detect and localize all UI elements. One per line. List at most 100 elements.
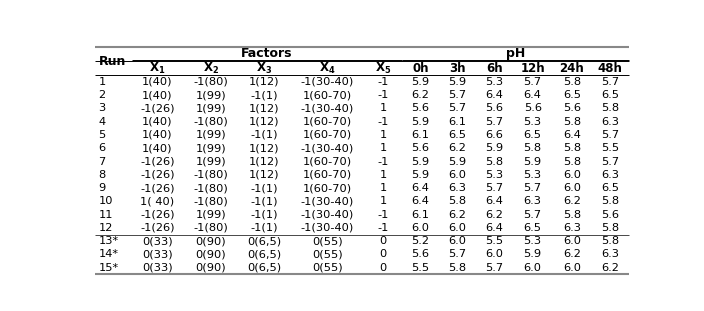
Text: 6: 6 [99, 143, 106, 153]
Text: 1(60-70): 1(60-70) [303, 170, 352, 180]
Text: 1(40): 1(40) [142, 90, 172, 100]
Text: -1: -1 [377, 223, 389, 233]
Text: 1: 1 [379, 183, 387, 193]
Text: 6.0: 6.0 [524, 263, 541, 273]
Text: 1(99): 1(99) [196, 130, 226, 140]
Text: -1(26): -1(26) [140, 183, 175, 193]
Text: 6.4: 6.4 [486, 223, 503, 233]
Text: 1: 1 [379, 143, 387, 153]
Text: 5.6: 5.6 [601, 210, 620, 220]
Text: -1(30-40): -1(30-40) [301, 77, 354, 87]
Text: 1(40): 1(40) [142, 77, 172, 87]
Text: 5.7: 5.7 [486, 117, 503, 127]
Text: 5.9: 5.9 [486, 143, 503, 153]
Text: 1(99): 1(99) [196, 90, 226, 100]
Text: 5.7: 5.7 [524, 183, 541, 193]
Text: 5.7: 5.7 [601, 77, 620, 87]
Text: 0(6,5): 0(6,5) [247, 249, 282, 259]
Text: 1(40): 1(40) [142, 130, 172, 140]
Text: -1(26): -1(26) [140, 156, 175, 166]
Text: 6.5: 6.5 [601, 183, 620, 193]
Text: 5.9: 5.9 [411, 117, 429, 127]
Text: 1(60-70): 1(60-70) [303, 183, 352, 193]
Text: 0(6,5): 0(6,5) [247, 263, 282, 273]
Text: 5.7: 5.7 [601, 130, 620, 140]
Text: 1: 1 [379, 170, 387, 180]
Text: 5.7: 5.7 [524, 77, 541, 87]
Text: 1(60-70): 1(60-70) [303, 117, 352, 127]
Text: -1(80): -1(80) [194, 196, 228, 207]
Text: 6.2: 6.2 [563, 249, 581, 259]
Text: 12h: 12h [520, 62, 545, 75]
Text: -1: -1 [377, 90, 389, 100]
Text: 6.0: 6.0 [448, 170, 467, 180]
Text: 1: 1 [99, 77, 106, 87]
Text: 5.9: 5.9 [524, 156, 541, 166]
Text: 12: 12 [99, 223, 113, 233]
Text: 6.1: 6.1 [411, 130, 429, 140]
Text: $\mathbf{X_3}$: $\mathbf{X_3}$ [256, 61, 272, 76]
Text: 3: 3 [99, 103, 106, 114]
Text: 8: 8 [99, 170, 106, 180]
Text: 1(12): 1(12) [249, 117, 279, 127]
Text: 1(40): 1(40) [142, 143, 172, 153]
Text: 6.6: 6.6 [486, 130, 503, 140]
Text: 5.7: 5.7 [448, 103, 467, 114]
Text: -1(26): -1(26) [140, 170, 175, 180]
Text: 6.4: 6.4 [486, 196, 503, 207]
Text: 0(55): 0(55) [312, 236, 343, 246]
Text: 6.2: 6.2 [448, 210, 466, 220]
Text: 0(33): 0(33) [142, 263, 172, 273]
Text: 6.0: 6.0 [448, 236, 467, 246]
Text: -1(26): -1(26) [140, 103, 175, 114]
Text: 5.6: 5.6 [524, 103, 541, 114]
Text: 0(90): 0(90) [196, 263, 226, 273]
Text: 0: 0 [379, 263, 387, 273]
Text: 5.6: 5.6 [562, 103, 581, 114]
Text: 0(90): 0(90) [196, 249, 226, 259]
Text: 6h: 6h [486, 62, 503, 75]
Text: -1(26): -1(26) [140, 223, 175, 233]
Text: $\mathbf{X_5}$: $\mathbf{X_5}$ [375, 61, 391, 76]
Text: 6.5: 6.5 [524, 130, 541, 140]
Text: 6.3: 6.3 [601, 117, 620, 127]
Text: 0: 0 [379, 236, 387, 246]
Text: 6.0: 6.0 [411, 223, 429, 233]
Text: 5.3: 5.3 [486, 77, 503, 87]
Text: 6.5: 6.5 [562, 90, 581, 100]
Text: -1(26): -1(26) [140, 210, 175, 220]
Text: 5.8: 5.8 [601, 236, 620, 246]
Text: -1(80): -1(80) [194, 170, 228, 180]
Text: 5.9: 5.9 [448, 77, 467, 87]
Text: 5.9: 5.9 [411, 156, 429, 166]
Text: 5.7: 5.7 [486, 183, 503, 193]
Text: 4: 4 [99, 117, 106, 127]
Text: 5.3: 5.3 [524, 117, 541, 127]
Text: -1(30-40): -1(30-40) [301, 223, 354, 233]
Text: 0(6,5): 0(6,5) [247, 236, 282, 246]
Text: 5.9: 5.9 [524, 249, 541, 259]
Text: 0(55): 0(55) [312, 249, 343, 259]
Text: -1(30-40): -1(30-40) [301, 210, 354, 220]
Text: 15*: 15* [99, 263, 118, 273]
Text: Run: Run [99, 54, 127, 67]
Text: 5.7: 5.7 [524, 210, 541, 220]
Text: 5.8: 5.8 [524, 143, 541, 153]
Text: -1(30-40): -1(30-40) [301, 103, 354, 114]
Text: 1(12): 1(12) [249, 143, 279, 153]
Text: 6.5: 6.5 [601, 90, 620, 100]
Text: 5.8: 5.8 [562, 210, 581, 220]
Text: $\mathbf{X_4}$: $\mathbf{X_4}$ [319, 61, 336, 76]
Text: 6.2: 6.2 [486, 210, 503, 220]
Text: 6.0: 6.0 [562, 183, 581, 193]
Text: 1(12): 1(12) [249, 103, 279, 114]
Text: -1(30-40): -1(30-40) [301, 196, 354, 207]
Text: 0(55): 0(55) [312, 263, 343, 273]
Text: 0(33): 0(33) [142, 236, 172, 246]
Text: 6.0: 6.0 [562, 170, 581, 180]
Text: 5.6: 5.6 [411, 249, 429, 259]
Text: 6.1: 6.1 [448, 117, 467, 127]
Text: 6.3: 6.3 [562, 223, 581, 233]
Text: -1(80): -1(80) [194, 77, 228, 87]
Text: -1: -1 [377, 210, 389, 220]
